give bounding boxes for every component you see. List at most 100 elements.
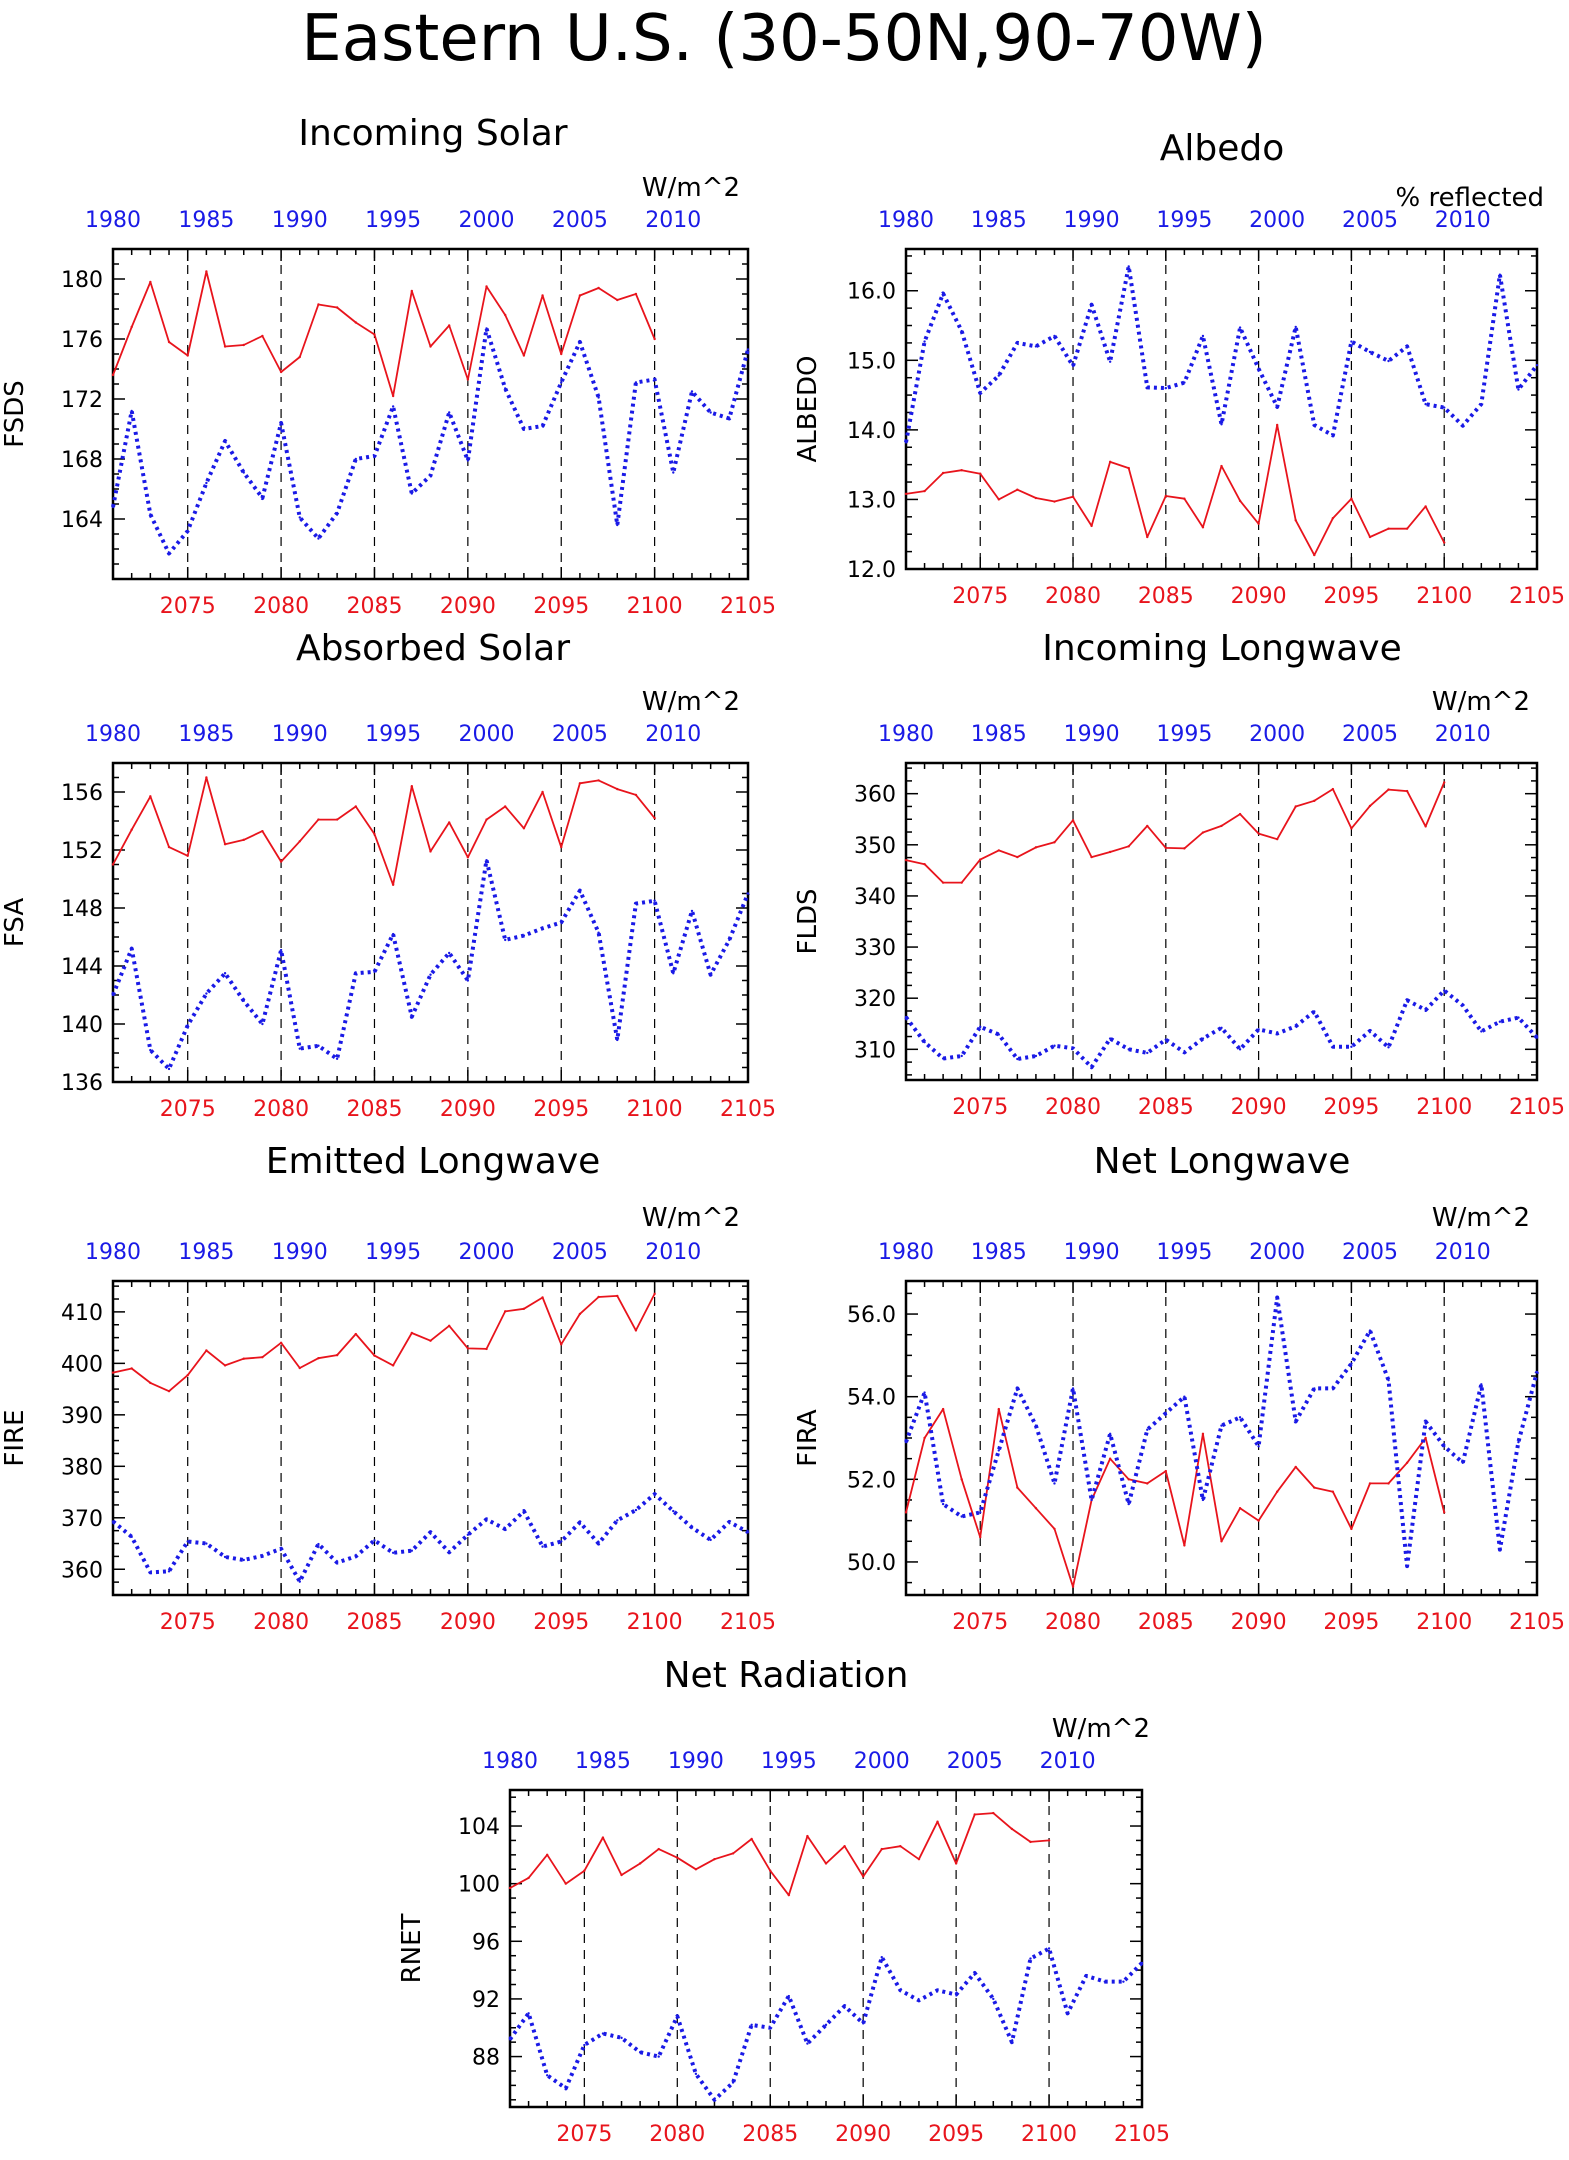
- data-point: [1480, 402, 1483, 406]
- data-point: [447, 821, 451, 824]
- data-point: [1368, 535, 1372, 539]
- data-point: [843, 1844, 846, 1848]
- y-tick-label: 50.0: [847, 1551, 896, 1576]
- y-tick-label: 152: [61, 839, 103, 864]
- data-point: [616, 787, 619, 791]
- data-point: [1313, 423, 1316, 427]
- data-point: [522, 427, 526, 431]
- data-point: [261, 496, 264, 500]
- data-point: [1461, 424, 1464, 427]
- data-point: [992, 1811, 995, 1815]
- data-point: [1257, 1519, 1260, 1522]
- data-point: [1016, 855, 1019, 859]
- data-point: [1480, 1030, 1483, 1033]
- data-point: [1517, 388, 1520, 391]
- y-tick-label: 144: [61, 955, 103, 980]
- data-point: [750, 2023, 753, 2027]
- data-point: [317, 1357, 320, 1360]
- data-point: [1029, 1957, 1032, 1960]
- data-point: [279, 1547, 283, 1550]
- data-point: [527, 1876, 530, 1880]
- data-point: [578, 1312, 582, 1316]
- data-point: [466, 1533, 470, 1536]
- data-point: [1090, 303, 1093, 306]
- data-point: [1275, 1296, 1279, 1299]
- data-point: [1140, 1961, 1144, 1965]
- data-point: [694, 1868, 698, 1871]
- data-point: [1313, 1486, 1316, 1489]
- data-point: [1066, 2012, 1069, 2015]
- data-point: [973, 1971, 976, 1975]
- data-point: [960, 881, 963, 884]
- data-point: [261, 829, 264, 833]
- data-point: [690, 1526, 694, 1529]
- data-point: [1053, 1482, 1056, 1485]
- data-point: [1313, 1010, 1316, 1013]
- data-point: [1443, 406, 1446, 409]
- x-bottom-tick-label: 2105: [1509, 1095, 1565, 1120]
- data-point: [880, 1955, 883, 1959]
- panel-6: Net Longwave W/m^2 FIRA 2075 2080 2085 2090 209…: [793, 1141, 1565, 1635]
- data-point: [1405, 527, 1409, 530]
- data-point: [1313, 799, 1316, 803]
- x-top-tick-label: 1980: [878, 1240, 934, 1265]
- data-point: [1424, 1008, 1427, 1012]
- data-point: [466, 378, 470, 381]
- x-top-tick-label: 1995: [761, 1749, 817, 1774]
- data-point: [205, 776, 208, 779]
- x-top-tick-label: 2005: [552, 722, 608, 747]
- data-point: [672, 471, 675, 474]
- x-bottom-tick-label: 2090: [440, 594, 496, 619]
- data-point: [560, 921, 563, 924]
- data-point: [954, 1993, 958, 1996]
- y-tick-label: 92: [472, 1988, 500, 2013]
- data-point: [904, 492, 908, 496]
- data-point: [1108, 1457, 1112, 1460]
- data-point: [1146, 824, 1149, 828]
- x-bottom-tick-label: 2105: [1114, 2122, 1170, 2147]
- data-point: [578, 782, 582, 785]
- data-point: [979, 858, 982, 861]
- data-point: [923, 1040, 926, 1044]
- data-point: [653, 378, 656, 381]
- x-top-tick-label: 1995: [1156, 722, 1212, 747]
- x-bottom-tick-label: 2100: [627, 594, 683, 619]
- panel-title: Albedo: [1160, 128, 1285, 169]
- data-point: [1405, 999, 1409, 1002]
- y-tick-label: 320: [854, 987, 896, 1012]
- data-point: [1201, 1037, 1205, 1040]
- data-point: [485, 858, 488, 862]
- data-point: [936, 1989, 939, 1992]
- data-point: [354, 1332, 357, 1336]
- x-bottom-tick-label: 2100: [1416, 584, 1472, 609]
- data-point: [1275, 423, 1279, 427]
- data-point: [904, 441, 908, 444]
- data-point: [373, 454, 376, 458]
- data-point: [1443, 781, 1446, 784]
- x-top-tick-label: 1980: [85, 1240, 141, 1265]
- data-point: [373, 333, 376, 336]
- units-label: W/m^2: [1432, 687, 1530, 717]
- data-point: [1071, 1387, 1075, 1390]
- data-point: [485, 327, 488, 330]
- data-point: [130, 325, 133, 329]
- data-point: [1108, 460, 1112, 464]
- x-top-tick-label: 1990: [272, 722, 328, 747]
- y-tick-label: 350: [854, 834, 896, 859]
- data-point: [1183, 1051, 1186, 1054]
- x-top-tick-label: 2010: [645, 208, 701, 233]
- x-bottom-tick-label: 2090: [440, 1610, 496, 1635]
- data-point: [1424, 825, 1427, 828]
- data-point: [1029, 1840, 1032, 1844]
- data-point: [638, 2051, 642, 2054]
- data-point: [1010, 2040, 1014, 2044]
- data-point: [787, 1893, 791, 1897]
- y-tick-label: 180: [61, 268, 103, 293]
- data-point: [1016, 1387, 1019, 1390]
- data-point: [167, 1067, 171, 1071]
- data-point: [1275, 1490, 1279, 1493]
- panel-title: Emitted Longwave: [266, 1141, 601, 1182]
- x-top-tick-label: 2010: [1435, 1240, 1491, 1265]
- x-top-tick-label: 1990: [1064, 208, 1120, 233]
- data-point: [709, 411, 712, 414]
